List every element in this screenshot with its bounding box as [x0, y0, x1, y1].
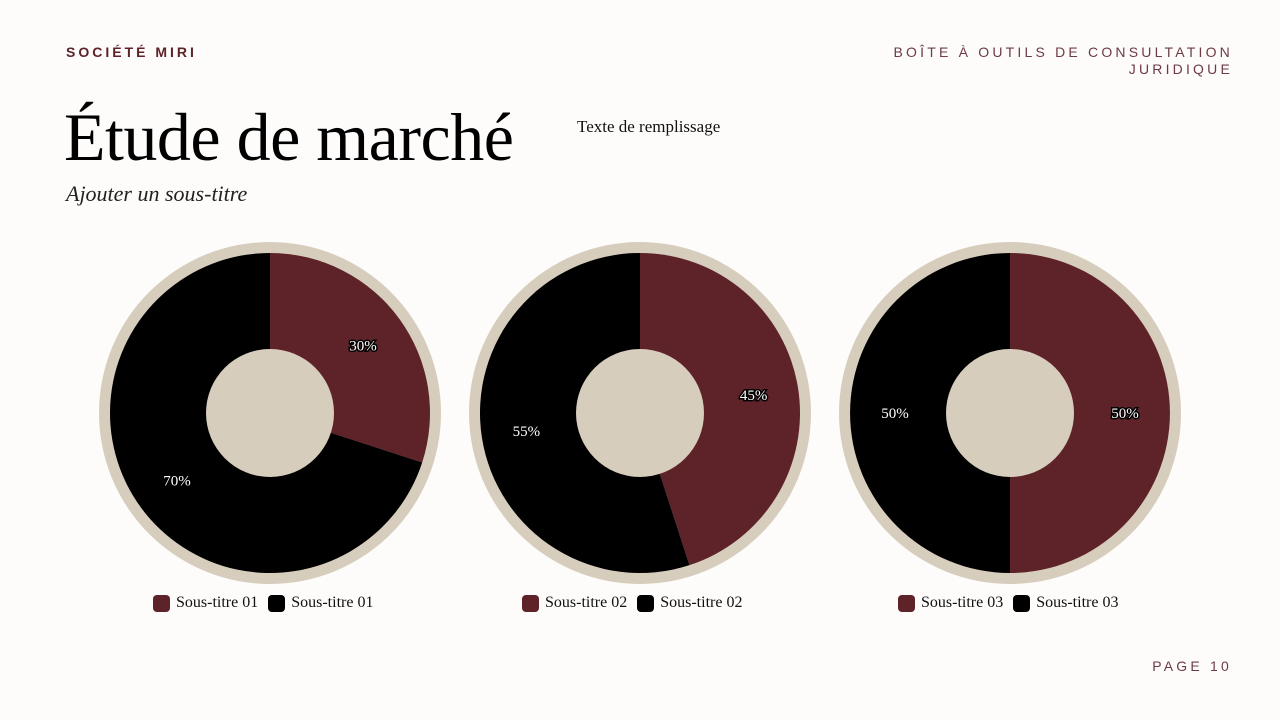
filler-text: Texte de remplissage [577, 117, 721, 136]
legend-swatch [268, 594, 286, 612]
donut-hole [206, 349, 334, 477]
legend-item: Sous-titre 02 [637, 594, 742, 612]
slice-label: 70% [163, 474, 191, 490]
legend-label: Sous-titre 03 [1036, 594, 1119, 611]
legend-swatch [522, 594, 539, 612]
pie-slice [1010, 253, 1170, 573]
legend-swatch [153, 594, 170, 612]
legend-item: Sous-titre 03 [1013, 594, 1118, 612]
legend-chart-1: Sous-titre 01 Sous-titre 01 [153, 594, 383, 612]
legend-label: Sous-titre 01 [176, 594, 259, 611]
pie-slice [850, 253, 1010, 573]
slice-label: 55% [513, 424, 541, 440]
legend-label: Sous-titre 01 [291, 594, 374, 611]
legend-item: Sous-titre 02 [522, 594, 627, 612]
legend-chart-3: Sous-titre 03 Sous-titre 03 [898, 594, 1128, 612]
legend-label: Sous-titre 03 [921, 594, 1004, 611]
legend-item: Sous-titre 03 [898, 594, 1003, 612]
company-name: SOCIÉTÉ MIRI [66, 44, 197, 60]
legend-swatch [1013, 594, 1031, 612]
page-title: Étude de marché [64, 99, 514, 175]
toolkit-title: BOÎTE À OUTILS DE CONSULTATION JURIDIQUE [893, 44, 1233, 77]
page-subtitle: Ajouter un sous-titre [66, 181, 248, 206]
page-number: PAGE 10 [1152, 658, 1232, 674]
legend-label: Sous-titre 02 [660, 594, 743, 611]
legend-swatch [898, 594, 915, 612]
legend-item: Sous-titre 01 [268, 594, 373, 612]
pie-slice [640, 253, 801, 566]
slice-label: 50% [881, 406, 909, 422]
slice-label: 30% [349, 338, 377, 354]
slice-label: 45% [740, 388, 768, 404]
legend-swatch [637, 594, 655, 612]
legend-item: Sous-titre 01 [153, 594, 258, 612]
legend-label: Sous-titre 02 [545, 594, 628, 611]
legend-chart-2: Sous-titre 02 Sous-titre 02 [522, 594, 752, 612]
donut-hole [576, 349, 704, 477]
donut-hole [946, 349, 1074, 477]
slice-label: 50% [1111, 406, 1139, 422]
